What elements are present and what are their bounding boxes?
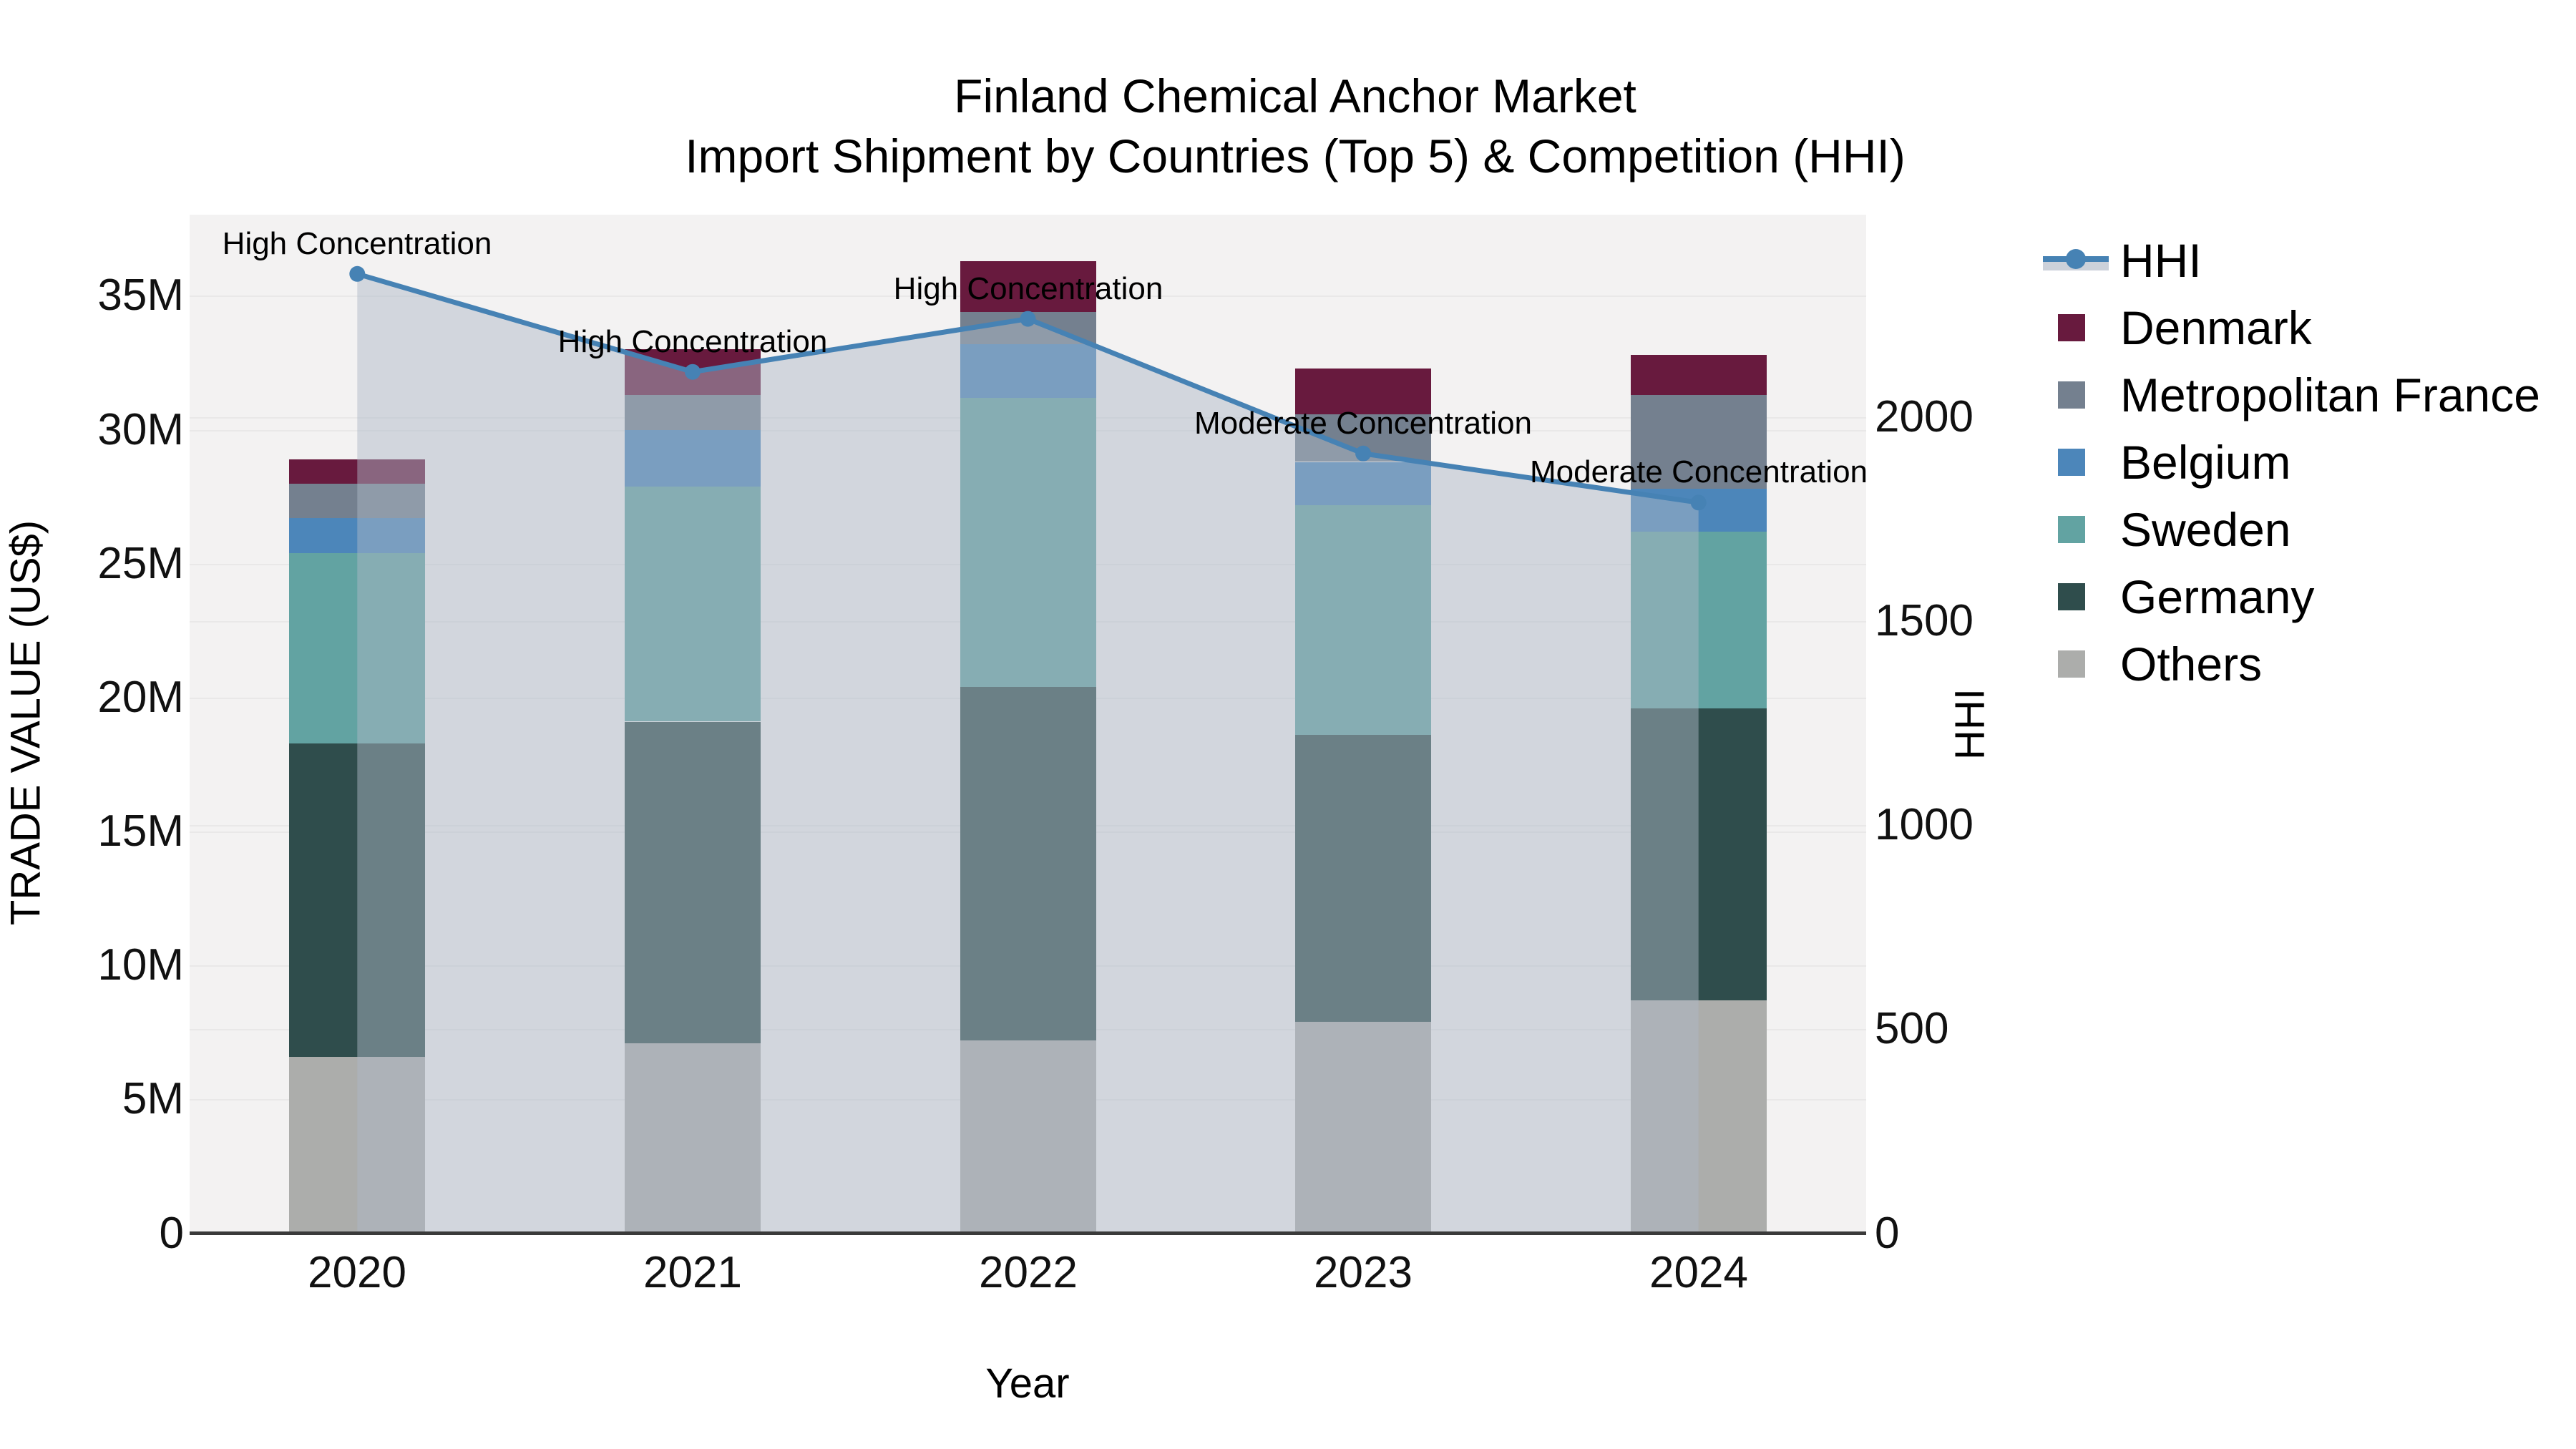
bar-segment-belgium-2021 (625, 430, 761, 487)
y-right-tick-2000: 2000 (1875, 392, 1974, 441)
y-left-tick-10M: 10M (97, 940, 184, 990)
legend-label: Denmark (2120, 301, 2312, 354)
y-left-tick-20M: 20M (97, 673, 184, 722)
hhi-line-swatch-icon (2043, 247, 2109, 274)
bar-segment-sweden-2022 (960, 398, 1096, 687)
chart-title-line1: Finland Chemical Anchor Market (954, 69, 1636, 122)
bar-segment-metropolitan-france-2022 (960, 312, 1096, 344)
legend-swatch-belgium (2058, 449, 2085, 476)
legend-swatch-germany (2058, 583, 2085, 610)
y-left-tick-15M: 15M (97, 806, 184, 856)
legend-item-others[interactable]: Others (2038, 630, 2540, 698)
y-left-tick-30M: 30M (97, 405, 184, 454)
bar-segment-germany-2023 (1295, 735, 1431, 1022)
bar-segment-belgium-2022 (960, 344, 1096, 398)
bar-segment-belgium-2023 (1295, 462, 1431, 505)
legend-swatch-others (2058, 650, 2085, 678)
bar-segment-sweden-2020 (289, 553, 425, 743)
y-right-tick-1500: 1500 (1875, 596, 1974, 645)
annotation-2024: Moderate Concentration (1529, 454, 1868, 489)
legend-swatch-denmark (2058, 314, 2085, 341)
x-tick-2022: 2022 (979, 1248, 1078, 1297)
legend-label: Metropolitan France (2120, 369, 2540, 421)
bar-segment-germany-2020 (289, 743, 425, 1057)
x-tick-2024: 2024 (1649, 1248, 1748, 1297)
y-left-tick-35M: 35M (97, 270, 184, 320)
annotation-2023: Moderate Concentration (1194, 406, 1533, 441)
legend-label: Sweden (2120, 503, 2291, 556)
legend-label: Belgium (2120, 436, 2291, 489)
x-axis-line (190, 1231, 1866, 1235)
x-axis-title: Year (985, 1360, 1070, 1407)
bar-segment-others-2022 (960, 1040, 1096, 1233)
y-right-tick-500: 500 (1875, 1004, 1949, 1053)
y-left-tick-5M: 5M (122, 1074, 184, 1123)
legend-label: Germany (2120, 570, 2315, 623)
bar-segment-sweden-2023 (1295, 504, 1431, 735)
chart-title-line2: Import Shipment by Countries (Top 5) & C… (685, 130, 1906, 182)
bar-segment-denmark-2020 (289, 459, 425, 484)
legend-item-germany[interactable]: Germany (2038, 563, 2540, 630)
bar-segment-sweden-2024 (1631, 532, 1767, 708)
hhi-swatch-dot (2066, 249, 2086, 269)
annotation-2020: High Concentration (222, 226, 492, 261)
legend-swatch-sweden (2058, 516, 2085, 543)
bar-segment-germany-2024 (1631, 708, 1767, 1000)
legend-swatch-metropolitan-france (2058, 381, 2085, 409)
bar-segment-others-2020 (289, 1056, 425, 1233)
bar-segment-belgium-2020 (289, 518, 425, 553)
legend-item-metropolitan-france[interactable]: Metropolitan France (2038, 361, 2540, 429)
bar-segment-denmark-2024 (1631, 355, 1767, 395)
legend-item-sweden[interactable]: Sweden (2038, 496, 2540, 563)
bar-segment-sweden-2021 (625, 486, 761, 721)
y-right-tick-0: 0 (1875, 1209, 1900, 1258)
bar-segment-metropolitan-france-2020 (289, 483, 425, 518)
x-tick-2021: 2021 (643, 1248, 742, 1297)
annotation-2022: High Concentration (893, 271, 1163, 306)
bar-segment-germany-2022 (960, 687, 1096, 1040)
y-left-tick-0: 0 (159, 1209, 184, 1258)
bar-segment-others-2023 (1295, 1022, 1431, 1234)
y-left-tick-25M: 25M (97, 539, 184, 588)
legend-label: Others (2120, 638, 2263, 691)
bar-segment-germany-2021 (625, 722, 761, 1043)
legend-item-belgium[interactable]: Belgium (2038, 429, 2540, 496)
x-tick-2020: 2020 (308, 1248, 406, 1297)
annotation-2021: High Concentration (557, 324, 828, 359)
legend: HHI Denmark Metropolitan France Belgium Swed… (2038, 227, 2540, 698)
x-tick-2023: 2023 (1314, 1248, 1413, 1297)
bar-segment-metropolitan-france-2021 (625, 395, 761, 430)
legend-item-hhi[interactable]: HHI (2038, 227, 2540, 294)
y-axis-left-title: TRADE VALUE (US$) (2, 519, 49, 926)
y-axis-right-title: HHI (1946, 688, 1994, 760)
legend-item-denmark[interactable]: Denmark (2038, 294, 2540, 361)
y-right-tick-1000: 1000 (1875, 800, 1974, 849)
bar-segment-others-2024 (1631, 1000, 1767, 1234)
legend-label: HHI (2120, 234, 2202, 287)
bar-segment-belgium-2024 (1631, 489, 1767, 532)
bar-segment-others-2021 (625, 1043, 761, 1234)
chart-title: Finland Chemical Anchor Market Import Sh… (0, 66, 2576, 186)
